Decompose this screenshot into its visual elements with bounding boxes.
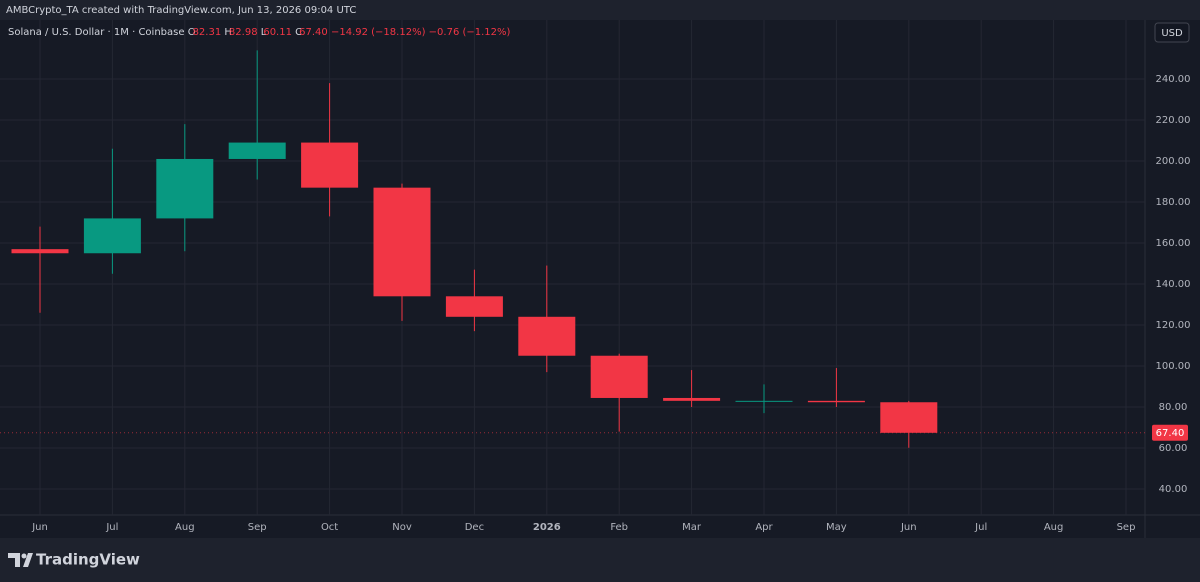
candles — [11, 50, 938, 448]
candle-body — [663, 397, 721, 401]
last-price-tag — [1152, 424, 1188, 441]
y-tick-label: 80.00 — [1159, 402, 1188, 413]
currency-label[interactable]: USD — [1161, 28, 1183, 39]
x-tick-label: Dec — [465, 522, 484, 533]
x-tick-label: Jul — [105, 522, 118, 533]
y-tick-label: 40.00 — [1159, 484, 1188, 495]
candle-body — [735, 400, 793, 402]
candle-body — [880, 402, 938, 433]
x-tick-label: May — [826, 522, 847, 533]
y-tick-label: 160.00 — [1156, 238, 1191, 249]
brand: TradingView — [36, 551, 140, 569]
ohlc-value: 82.98 — [229, 27, 258, 38]
candle-body — [590, 355, 648, 398]
y-tick-label: 120.00 — [1156, 320, 1191, 331]
y-tick-label: 200.00 — [1156, 156, 1191, 167]
x-tick-label: Nov — [392, 522, 412, 533]
symbol: Solana / U.S. Dollar · 1M · Coinbase — [8, 27, 185, 38]
ohlc-letter: C — [295, 27, 302, 38]
x-tick-label: Mar — [682, 522, 702, 533]
price-axis — [1145, 20, 1200, 538]
x-tick-label: 2026 — [533, 522, 561, 533]
ohlc-value: 82.31 — [193, 27, 222, 38]
y-tick-label: 220.00 — [1156, 115, 1191, 126]
ohlc-value: 60.11 — [263, 27, 292, 38]
attribution: AMBCrypto_TA created with TradingView.co… — [6, 5, 356, 16]
candle-body — [301, 142, 359, 188]
candle-body — [11, 249, 69, 254]
ohlc-letter: L — [261, 27, 267, 38]
change: −14.92 (−18.12%) — [331, 27, 426, 38]
plot-area — [0, 20, 1145, 538]
x-tick-label: Jun — [900, 522, 917, 533]
ohlc-value: 67.40 — [299, 27, 328, 38]
x-tick-label: Jul — [974, 522, 987, 533]
x-tick-label: Apr — [755, 522, 773, 533]
candle-body — [373, 187, 431, 297]
ohlc-letter: H — [224, 27, 232, 38]
legend: Solana / U.S. Dollar · 1M · Coinbase O82… — [8, 27, 511, 38]
candle-body — [83, 218, 141, 254]
x-tick-label: Sep — [248, 522, 267, 533]
y-tick-label: 240.00 — [1156, 74, 1191, 85]
x-tick-label: Sep — [1117, 522, 1136, 533]
x-tick-label: Feb — [610, 522, 628, 533]
currency-button[interactable] — [1154, 22, 1190, 43]
x-tick-label: Aug — [175, 522, 195, 533]
change: −0.76 (−1.12%) — [429, 27, 511, 38]
candle-body — [156, 158, 214, 219]
ohlc-letter: O — [188, 27, 196, 38]
brand-logo — [8, 553, 33, 567]
candle-body — [518, 316, 576, 356]
x-tick-label: Aug — [1044, 522, 1064, 533]
candle-body — [807, 400, 865, 403]
candle-body — [445, 296, 503, 317]
y-tick-label: 140.00 — [1156, 279, 1191, 290]
candle-body — [228, 142, 286, 159]
x-tick-label: Jun — [31, 522, 48, 533]
y-tick-label: 60.00 — [1159, 443, 1188, 454]
y-tick-label: 180.00 — [1156, 197, 1191, 208]
x-tick-label: Oct — [321, 522, 338, 533]
y-tick-label: 100.00 — [1156, 361, 1191, 372]
last-price-label: 67.40 — [1156, 428, 1185, 439]
